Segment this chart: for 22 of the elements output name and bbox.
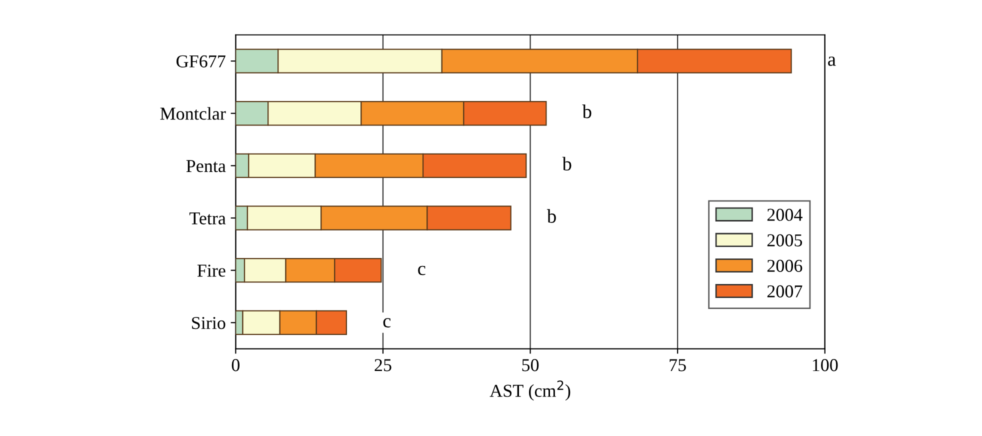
annotation: c <box>418 266 426 276</box>
x-tick-label: 100 <box>812 359 838 372</box>
annotation: b <box>562 156 572 171</box>
annotation: b <box>546 209 556 223</box>
annotation: c <box>383 318 391 328</box>
y-tick-label: GF677 <box>176 55 226 68</box>
x-tick-label: 75 <box>670 359 686 372</box>
y-tick-label: Tetra <box>189 212 226 224</box>
x-tick-label: 50 <box>522 359 539 372</box>
legend-label: 2004 <box>767 208 802 221</box>
x-tick-label: 25 <box>374 359 392 372</box>
y-tick-label: Sirio <box>192 316 226 330</box>
annotation: b <box>582 104 592 118</box>
x-axis-title: AST (cm$^{2}$) <box>490 380 570 401</box>
y-tick-label: Penta <box>186 160 226 172</box>
text: a <box>828 56 836 66</box>
legend-label: 2005 <box>767 234 802 246</box>
legend-label: 2006 <box>767 260 802 272</box>
y-tick-label: Montclar <box>160 107 226 120</box>
x-tick-label: 0 <box>232 359 240 372</box>
y-tick-label: Fire <box>197 264 226 277</box>
legend-label: 2007 <box>767 285 802 298</box>
